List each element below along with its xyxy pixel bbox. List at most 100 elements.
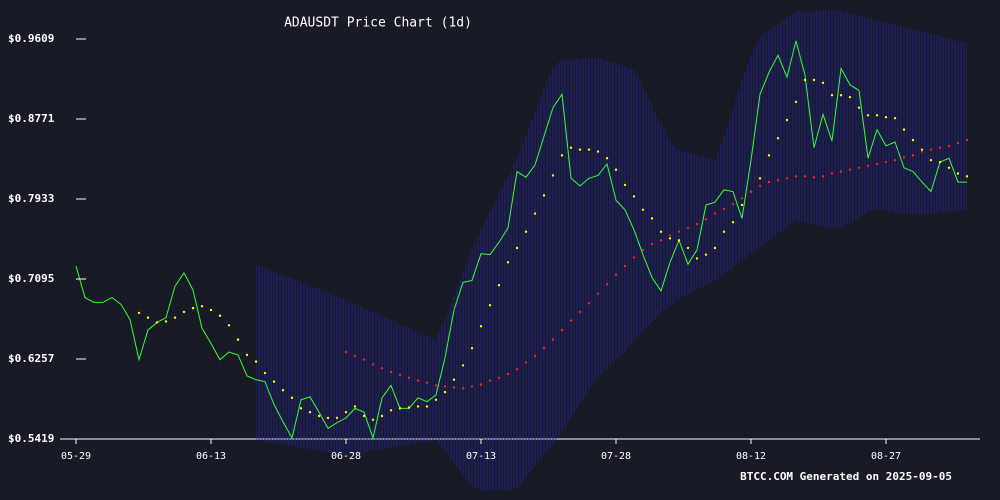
ma-dot bbox=[893, 158, 897, 162]
ma-dot bbox=[218, 314, 222, 317]
ma-dot bbox=[740, 197, 744, 200]
ma-dot bbox=[587, 302, 591, 305]
ma-dot bbox=[596, 150, 600, 153]
ma-dot bbox=[704, 218, 708, 221]
ma-dot bbox=[848, 95, 852, 99]
ma-dot bbox=[470, 385, 474, 388]
x-tick-label: 07-13 bbox=[466, 451, 496, 462]
plot bbox=[75, 10, 969, 491]
ma-dot bbox=[812, 176, 816, 179]
ma-dot bbox=[677, 230, 681, 233]
ma-dot bbox=[569, 146, 573, 149]
ma-dot bbox=[866, 114, 870, 117]
ma-dot bbox=[812, 78, 816, 82]
ma-dot bbox=[155, 321, 159, 324]
ma-dot bbox=[569, 319, 573, 322]
x-tick-label: 06-28 bbox=[331, 451, 361, 462]
ma-dot bbox=[767, 180, 771, 184]
ma-dot bbox=[362, 358, 366, 361]
ma-dot bbox=[506, 372, 510, 376]
ma-dot bbox=[893, 116, 897, 120]
ma-dot bbox=[191, 306, 195, 310]
ma-dot bbox=[227, 324, 231, 327]
ma-dot bbox=[911, 154, 915, 157]
ma-dot bbox=[830, 172, 834, 175]
ma-dot bbox=[713, 212, 717, 215]
footer: BTCC.COM Generated on 2025-09-05 bbox=[740, 470, 952, 483]
ma-dot bbox=[533, 354, 537, 358]
ma-dot bbox=[578, 310, 582, 314]
y-tick-label: $0.5419 bbox=[8, 432, 54, 445]
ma-dot bbox=[173, 316, 177, 319]
ma-dot bbox=[965, 175, 969, 178]
ma-dot bbox=[632, 195, 636, 198]
ma-dot bbox=[668, 234, 672, 237]
ma-dot bbox=[434, 384, 438, 387]
x-tick-label: 05-29 bbox=[61, 451, 91, 462]
ma-dot bbox=[767, 154, 771, 157]
ma-dot bbox=[461, 387, 465, 390]
ma-dot bbox=[713, 246, 717, 250]
ma-dot bbox=[605, 157, 609, 160]
ma-dot bbox=[911, 138, 915, 142]
ma-dot bbox=[929, 148, 933, 151]
ma-dot bbox=[731, 220, 735, 224]
ma-dot bbox=[209, 308, 213, 312]
ma-dot bbox=[920, 148, 924, 151]
ma-dot bbox=[506, 261, 510, 264]
ma-dot bbox=[695, 257, 699, 260]
ma-dot bbox=[146, 316, 150, 319]
ma-dot bbox=[794, 175, 798, 178]
ma-dot bbox=[794, 100, 798, 104]
x-tick-label: 06-13 bbox=[196, 451, 226, 462]
ma-dot bbox=[956, 172, 960, 175]
ma-dot bbox=[803, 78, 807, 82]
ma-dot bbox=[443, 390, 447, 394]
ma-dot bbox=[875, 162, 879, 166]
ma-dot bbox=[479, 383, 483, 386]
ma-dot bbox=[677, 239, 681, 242]
bollinger-band bbox=[256, 10, 967, 491]
x-tick-label: 07-28 bbox=[601, 451, 631, 462]
ma-dot bbox=[938, 160, 942, 164]
ma-dot bbox=[857, 166, 861, 169]
ma-dot bbox=[317, 414, 321, 418]
ma-dot bbox=[488, 304, 492, 307]
ma-dot bbox=[902, 128, 906, 131]
ma-dot bbox=[398, 373, 402, 377]
ma-dot bbox=[740, 203, 744, 207]
ma-dot bbox=[416, 405, 420, 408]
ma-dot bbox=[380, 367, 384, 370]
ma-dot bbox=[407, 376, 411, 380]
ma-dot bbox=[524, 361, 528, 364]
ma-dot bbox=[965, 138, 969, 142]
y-tick-label: $0.8771 bbox=[8, 112, 55, 125]
ma-dot bbox=[848, 168, 852, 171]
ma-dot bbox=[443, 385, 447, 388]
ma-dot bbox=[623, 264, 627, 268]
ma-dot bbox=[137, 311, 141, 315]
ma-dot bbox=[758, 184, 762, 188]
ma-dot bbox=[722, 207, 726, 211]
ma-dot bbox=[839, 94, 843, 97]
ma-dot bbox=[182, 310, 186, 314]
ma-dot bbox=[902, 156, 906, 159]
ma-dot bbox=[380, 414, 384, 418]
ma-dot bbox=[362, 414, 366, 418]
ma-dot bbox=[452, 378, 456, 381]
ma-dot bbox=[929, 158, 933, 162]
ma-dot bbox=[641, 208, 645, 211]
x-tick-label: 08-12 bbox=[736, 451, 766, 462]
ma-dot bbox=[290, 396, 294, 400]
ma-dot bbox=[434, 398, 438, 401]
x-tick-label: 08-27 bbox=[871, 451, 901, 462]
ma-dot bbox=[704, 253, 708, 256]
ma-dot bbox=[659, 239, 663, 242]
ma-dot bbox=[425, 381, 429, 384]
ma-dot bbox=[839, 170, 843, 173]
ma-dot bbox=[497, 284, 501, 287]
ma-dot bbox=[623, 183, 627, 187]
ma-dot bbox=[398, 407, 402, 410]
ma-dot bbox=[821, 81, 825, 85]
